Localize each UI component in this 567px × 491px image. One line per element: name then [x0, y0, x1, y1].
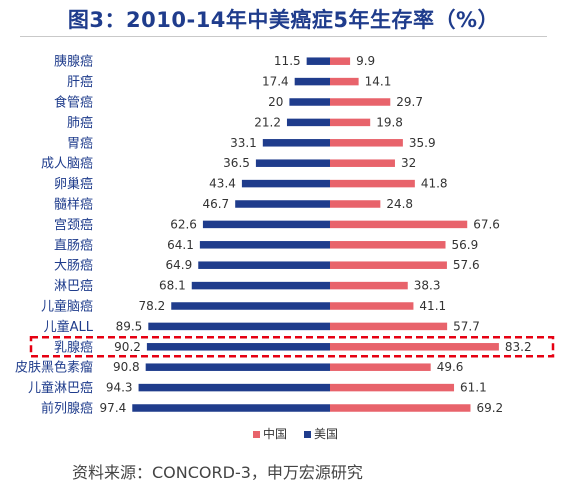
- value-label-usa: 68.1: [159, 279, 186, 293]
- value-label-usa: 17.4: [262, 75, 289, 89]
- bar-usa: [146, 343, 330, 351]
- value-label-usa: 21.2: [254, 115, 281, 129]
- bar-china: [330, 322, 448, 331]
- legend-label-usa: 美国: [314, 427, 338, 441]
- legend-label-china: 中国: [263, 426, 287, 441]
- bar-usa: [289, 98, 330, 106]
- value-label-china: 56.9: [452, 238, 479, 252]
- category-label: 卵巢癌: [54, 176, 93, 192]
- value-label-usa: 89.5: [116, 319, 143, 333]
- value-label-china: 61.1: [460, 381, 487, 395]
- value-label-usa: 46.7: [202, 197, 229, 211]
- bar-usa: [199, 241, 330, 249]
- bar-china: [330, 241, 446, 249]
- bar-usa: [241, 179, 330, 188]
- highlight-box: [29, 336, 555, 358]
- bar-usa: [148, 322, 330, 331]
- value-label-usa: 64.9: [166, 258, 193, 272]
- value-label-china: 57.6: [453, 258, 480, 272]
- bar-usa: [138, 383, 330, 392]
- category-label: 成人脑癌: [41, 156, 93, 172]
- bar-china: [330, 302, 414, 310]
- category-label: 胰腺癌: [54, 54, 93, 70]
- source-note: 资料来源：CONCORD-3，申万宏源研究: [72, 463, 363, 482]
- value-label-china: 49.6: [437, 360, 464, 374]
- category-label: 儿童淋巴癌: [28, 380, 93, 396]
- category-label: 髓样癌: [54, 197, 93, 213]
- value-label-china: 69.2: [476, 401, 503, 415]
- category-label: 儿童ALL: [44, 319, 94, 335]
- bar-usa: [198, 261, 330, 269]
- bar-china: [330, 118, 371, 127]
- legend-swatch-usa: [304, 431, 311, 438]
- value-label-china: 83.2: [505, 340, 532, 354]
- value-label-usa: 78.2: [139, 299, 166, 313]
- value-label-china: 9.9: [356, 54, 375, 68]
- bar-china: [330, 383, 455, 392]
- value-label-china: 24.8: [386, 197, 413, 211]
- bar-china: [330, 57, 351, 65]
- bar-china: [330, 343, 499, 351]
- category-label: 乳腺癌: [54, 339, 93, 355]
- title-divider: [20, 36, 547, 37]
- chart-title: 图3：2010-14年中美癌症5年生存率（%）: [67, 8, 500, 32]
- bar-usa: [255, 159, 330, 167]
- bar-china: [330, 159, 395, 167]
- bar-usa: [235, 200, 330, 208]
- category-label: 肺癌: [67, 115, 93, 131]
- bar-china: [330, 200, 381, 208]
- bar-china: [330, 77, 359, 86]
- bar-china: [330, 281, 408, 290]
- bar-china: [330, 139, 403, 147]
- bar-usa: [306, 57, 330, 65]
- category-label: 儿童脑癌: [41, 299, 93, 315]
- category-label: 大肠癌: [54, 258, 93, 274]
- value-label-usa: 97.4: [100, 401, 127, 415]
- value-label-usa: 36.5: [223, 156, 250, 170]
- category-label: 食管癌: [54, 95, 93, 111]
- bar-usa: [132, 404, 330, 412]
- bar-usa: [191, 281, 330, 290]
- value-label-china: 32: [401, 156, 416, 170]
- value-label-usa: 20: [268, 95, 283, 109]
- category-label: 直肠癌: [54, 237, 93, 253]
- value-label-china: 41.1: [419, 299, 446, 313]
- category-label: 宫颈癌: [54, 217, 93, 233]
- value-label-china: 29.7: [396, 95, 423, 109]
- bar-china: [330, 261, 447, 269]
- bar-china: [330, 404, 471, 412]
- bar-usa: [171, 302, 330, 310]
- bar-china: [330, 220, 468, 229]
- value-label-china: 38.3: [414, 279, 441, 293]
- category-label: 淋巴癌: [54, 278, 93, 294]
- legend-swatch-china: [253, 431, 260, 438]
- bar-usa: [286, 118, 330, 127]
- bar-usa: [145, 363, 330, 371]
- bar-usa: [262, 139, 330, 147]
- value-label-usa: 90.2: [114, 340, 141, 354]
- bar-usa: [294, 77, 330, 86]
- category-label: 皮肤黑色素瘤: [15, 360, 93, 376]
- value-label-china: 41.8: [421, 177, 448, 191]
- value-label-china: 19.8: [376, 115, 403, 129]
- value-label-usa: 90.8: [113, 360, 140, 374]
- value-label-china: 14.1: [365, 75, 392, 89]
- category-label: 前列腺癌: [41, 401, 93, 417]
- value-label-china: 35.9: [409, 136, 436, 150]
- category-label: 胃癌: [67, 135, 93, 151]
- value-label-usa: 33.1: [230, 136, 257, 150]
- bar-usa: [202, 220, 330, 229]
- value-label-usa: 94.3: [106, 381, 133, 395]
- value-label-usa: 62.6: [170, 217, 197, 231]
- bar-china: [330, 98, 391, 106]
- value-label-usa: 11.5: [274, 54, 301, 68]
- value-label-china: 67.6: [473, 217, 500, 231]
- bar-china: [330, 179, 415, 188]
- value-label-china: 57.7: [453, 319, 480, 333]
- bar-china: [330, 363, 431, 371]
- value-label-usa: 43.4: [209, 177, 236, 191]
- category-label: 肝癌: [67, 74, 93, 90]
- value-label-usa: 64.1: [167, 238, 194, 252]
